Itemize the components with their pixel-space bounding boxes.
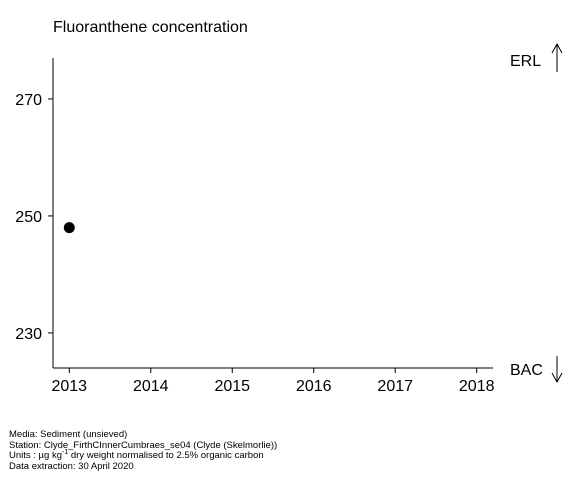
units-suffix: dry weight normalised to 2.5% organic ca… bbox=[68, 450, 264, 461]
y-tick-label-270: 270 bbox=[15, 92, 42, 109]
data-point-2013 bbox=[63, 222, 75, 234]
x-tick-label-2013: 2013 bbox=[51, 378, 87, 395]
footer-notes: Media: Sediment (unsieved) Station: Clyd… bbox=[9, 429, 278, 472]
x-tick-label-2015: 2015 bbox=[214, 378, 250, 395]
bac-down-arrow-head bbox=[551, 372, 563, 384]
units-note: Units : µg kg-1 dry weight normalised to… bbox=[9, 448, 277, 462]
x-tick-label-2017: 2017 bbox=[377, 378, 413, 395]
y-tick-label-230: 230 bbox=[15, 326, 42, 343]
station-note: Station: Clyde_FirthCInnerCumbraes_se04 … bbox=[9, 439, 278, 451]
x-tick-label-2018: 2018 bbox=[459, 378, 495, 395]
reference-markers: ERL BAC bbox=[510, 42, 563, 384]
data-marks bbox=[63, 222, 75, 234]
x-tick-label-2014: 2014 bbox=[133, 378, 169, 395]
axes: 230 250 270 2013 2014 2015 2016 2017 2018 bbox=[15, 58, 495, 395]
units-prefix: Units : µg kg bbox=[9, 450, 62, 461]
media-note: Media: Sediment (unsieved) bbox=[9, 429, 128, 440]
bac-label: BAC bbox=[510, 362, 543, 379]
y-tick-label-250: 250 bbox=[15, 209, 42, 226]
x-tick-label-2016: 2016 bbox=[296, 378, 332, 395]
erl-up-arrow-head bbox=[551, 42, 563, 54]
erl-label: ERL bbox=[510, 53, 541, 70]
chart-title: Fluoranthene concentration bbox=[53, 19, 248, 36]
units-superscript: -1 bbox=[62, 448, 69, 456]
extraction-note: Data extraction: 30 April 2020 bbox=[9, 460, 134, 472]
